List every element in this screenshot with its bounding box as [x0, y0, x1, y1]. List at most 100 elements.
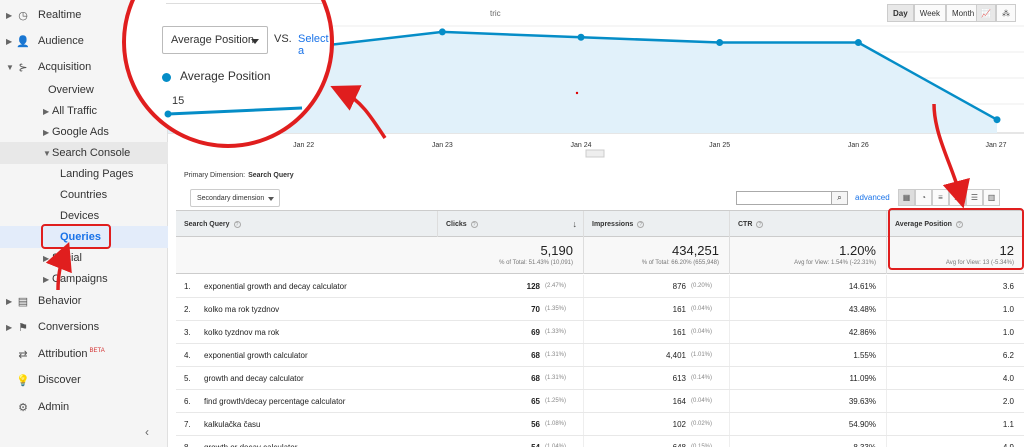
sidebar-item-label: Realtime — [38, 9, 82, 21]
sidebar-item-acquisition[interactable]: ▼ ⊱ Acquisition — [0, 56, 168, 78]
sidebar-item-countries[interactable]: Countries — [0, 184, 168, 206]
table-row: 6. find growth/decay percentage calculato… — [176, 390, 1024, 413]
primary-dimension-value[interactable]: Search Query — [248, 172, 294, 179]
sidebar-item-behavior[interactable]: ▶ ▤ Behavior — [0, 290, 168, 312]
person-icon: 👤 — [16, 35, 30, 48]
help-icon[interactable]: ? — [955, 220, 963, 228]
ctr-value: 14.61% — [848, 281, 876, 291]
gear-icon: ⚙ — [18, 401, 28, 414]
search-query-link[interactable]: kolko ma rok tyzdnov — [204, 304, 280, 314]
row-index: 6. — [184, 396, 191, 406]
clicks-value: 128 — [526, 281, 540, 291]
sidebar-item-label: Devices — [60, 210, 100, 222]
month-button[interactable]: Month — [946, 4, 981, 22]
clicks-value: 69 — [531, 327, 540, 337]
sidebar-item-label: Google Ads — [52, 126, 109, 138]
search-query-link[interactable]: growth or decay calculator — [204, 442, 298, 447]
secondary-dimension-select[interactable]: Secondary dimension — [190, 189, 280, 207]
search-query-link[interactable]: find growth/decay percentage calculator — [204, 396, 346, 406]
sidebar-item-audience[interactable]: ▶ 👤 Audience — [0, 30, 168, 52]
column-header-clicks[interactable]: Clicks? ↓ — [438, 211, 584, 237]
comparison-view-icon[interactable]: ⊥ — [949, 189, 966, 206]
report-table-area: Primary Dimension: Search Query Secondary… — [168, 160, 1024, 447]
help-icon[interactable]: ? — [233, 220, 241, 228]
caret-down-icon: ▼ — [43, 148, 51, 158]
sidebar-item-label: Search Console — [52, 147, 131, 159]
collapse-sidebar-icon[interactable]: ‹ — [145, 425, 149, 439]
data-point[interactable] — [993, 116, 1001, 124]
sidebar-item-social[interactable]: ▶ Social — [0, 247, 168, 269]
advanced-filter-link[interactable]: advanced — [855, 193, 890, 202]
ctr-cell: 43.48% — [730, 298, 887, 320]
sidebar-item-label: Campaigns — [52, 273, 108, 285]
impressions-cell: 161 (0.04%) — [584, 298, 730, 320]
sidebar-item-overview[interactable]: Overview — [0, 79, 168, 101]
average-position-value: 1.0 — [1002, 327, 1014, 337]
data-point[interactable] — [716, 39, 724, 47]
chart-resize-handle[interactable] — [585, 149, 605, 158]
data-point[interactable] — [854, 39, 862, 47]
y-axis-value: 15 — [172, 95, 185, 107]
sort-desc-icon[interactable]: ↓ — [572, 219, 578, 229]
performance-view-icon[interactable]: ≡ — [932, 189, 949, 206]
column-header-average-position[interactable]: Average Position? — [887, 211, 1024, 237]
lightbulb-icon: 💡 — [16, 374, 30, 387]
sidebar-item-label: Countries — [60, 189, 108, 201]
sidebar-item-conversions[interactable]: ▶ ⚑ Conversions — [0, 316, 168, 338]
search-query-link[interactable]: exponential growth calculator — [204, 350, 308, 360]
clicks-percent: (2.47%) — [545, 283, 567, 289]
attribution-icon: ⇄ — [18, 348, 28, 361]
x-tick-label: Jan 22 — [293, 142, 314, 149]
column-header-label: Search Query — [184, 220, 230, 228]
week-button[interactable]: Week — [913, 4, 946, 22]
day-button[interactable]: Day — [887, 4, 914, 22]
sidebar-item-landing-pages[interactable]: Landing Pages — [0, 163, 168, 185]
x-tick-label: Jan 27 — [985, 142, 1006, 149]
total-impressions: 434,251 % of Total: 66.20% (655,948) — [584, 237, 730, 274]
line-chart-icon[interactable]: 📈 — [976, 4, 996, 22]
data-table-view-icon[interactable]: ▦ — [898, 189, 915, 206]
total-subtext: % of Total: 66.20% (655,948) — [641, 260, 719, 266]
acquisition-icon: ⊱ — [18, 61, 28, 74]
sidebar-item-search-console[interactable]: ▼ Search Console — [0, 142, 168, 164]
search-icon[interactable]: ⌕ — [831, 191, 848, 205]
flag-icon: ⚑ — [18, 321, 28, 334]
sidebar-item-devices[interactable]: Devices — [0, 205, 168, 227]
sidebar-item-realtime[interactable]: ▶ ◷ Realtime — [0, 4, 168, 26]
x-tick-label: Jan 24 — [570, 142, 591, 149]
total-ctr: 1.20% Avg for View: 1.54% (-22.31%) — [730, 237, 887, 274]
term-cloud-view-icon[interactable]: ☰ — [966, 189, 983, 206]
sidebar-item-attribution[interactable]: ⇄ Attribution BETA — [0, 343, 168, 365]
search-query-link[interactable]: kalkulačka času — [204, 419, 261, 429]
help-icon[interactable]: ? — [637, 220, 645, 228]
help-icon[interactable]: ? — [756, 220, 764, 228]
data-point[interactable] — [577, 33, 585, 41]
column-header-impressions[interactable]: Impressions? — [584, 211, 730, 237]
clicks-percent: (1.31%) — [545, 352, 567, 358]
column-header-ctr[interactable]: CTR? — [730, 211, 887, 237]
sidebar-item-discover[interactable]: 💡 Discover — [0, 369, 168, 391]
sidebar-item-admin[interactable]: ⚙ Admin — [0, 396, 168, 418]
primary-dimension: Primary Dimension: Search Query — [184, 172, 294, 179]
impressions-value: 876 — [672, 281, 686, 291]
average-position-value: 1.0 — [1002, 304, 1014, 314]
impressions-value: 164 — [672, 396, 686, 406]
metric-select[interactable]: Average Position — [162, 26, 268, 54]
search-query-link[interactable]: kolko tyzdnov ma rok — [204, 327, 280, 337]
sidebar-item-label: Attribution BETA — [38, 348, 105, 360]
sidebar-item-all-traffic[interactable]: ▶ All Traffic — [0, 100, 168, 122]
clicks-percent: (1.04%) — [545, 444, 567, 447]
select-metric-link[interactable]: Select a — [298, 33, 329, 57]
pivot-view-icon[interactable]: ▥ — [983, 189, 1000, 206]
column-header-search-query[interactable]: Search Query? — [176, 211, 438, 237]
sidebar-item-campaigns[interactable]: ▶ Campaigns — [0, 268, 168, 290]
impressions-percent: (0.02%) — [691, 421, 713, 427]
data-point[interactable] — [438, 28, 446, 36]
pie-view-icon[interactable]: ◔ — [915, 189, 932, 206]
search-query-link[interactable]: growth and decay calculator — [204, 373, 304, 383]
search-query-link[interactable]: exponential growth and decay calculator — [204, 281, 347, 291]
caret-right-icon: ▶ — [43, 253, 50, 263]
help-icon[interactable]: ? — [470, 220, 478, 228]
motion-chart-icon[interactable]: ⁂ — [996, 4, 1016, 22]
sidebar-item-google-ads[interactable]: ▶ Google Ads — [0, 121, 168, 143]
